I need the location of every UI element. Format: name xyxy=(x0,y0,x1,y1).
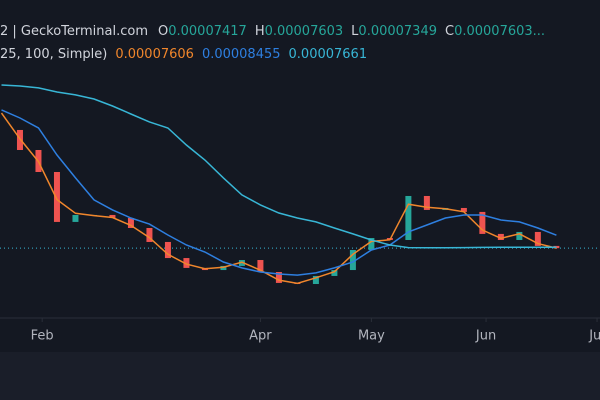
candle xyxy=(127,217,134,229)
candle xyxy=(53,172,60,222)
candle xyxy=(72,214,79,222)
source-label: 2 | GeckoTerminal.com xyxy=(0,24,148,39)
candle xyxy=(331,270,338,276)
candle xyxy=(368,238,375,251)
ohlc-key: O xyxy=(158,24,169,39)
ma-value: 0.00007661 xyxy=(288,47,368,62)
footer-bar xyxy=(0,352,600,400)
candle xyxy=(516,231,523,240)
candle xyxy=(146,228,153,242)
ohlc-key: L xyxy=(351,24,359,39)
ma-legend: 25, 100, Simple) 0.00007606 0.00008455 0.0… xyxy=(0,47,367,62)
x-tick-label: Feb xyxy=(31,329,54,344)
candle xyxy=(349,250,356,271)
candle xyxy=(497,233,504,240)
candle xyxy=(220,265,227,271)
candle xyxy=(534,231,541,246)
candle xyxy=(257,260,264,273)
ma-line xyxy=(1,109,557,276)
ma-params: 25, 100, Simple) xyxy=(0,47,108,62)
ohlc-value: 0.00007603... xyxy=(454,24,546,39)
ma-value: 0.00008455 xyxy=(201,47,281,62)
x-tick-label: Jun xyxy=(475,329,496,344)
ohlc-value: 0.00007603 xyxy=(264,24,344,39)
candle xyxy=(423,195,430,210)
ohlc-key: H xyxy=(254,24,265,39)
candle xyxy=(312,275,319,285)
ohlc-value: 0.00007349 xyxy=(358,24,437,39)
ohlc-value: 0.00007417 xyxy=(168,24,247,39)
ma-line xyxy=(1,84,557,249)
candle xyxy=(405,195,412,240)
candle xyxy=(479,211,486,234)
ohlc-key: C xyxy=(445,24,455,39)
x-tick-label: Apr xyxy=(249,329,272,344)
candle xyxy=(460,207,467,212)
ma-value: 0.00007606 xyxy=(115,47,194,62)
ohlc-legend: 2 | GeckoTerminal.com O 0.00007417 H 0.0000… xyxy=(0,24,553,39)
x-tick-label: Jul xyxy=(588,329,600,344)
candle xyxy=(275,272,282,283)
x-tick-label: May xyxy=(358,329,385,344)
candle xyxy=(164,241,171,259)
candle xyxy=(183,258,190,268)
ma-line xyxy=(0,112,557,285)
candle xyxy=(109,214,116,218)
